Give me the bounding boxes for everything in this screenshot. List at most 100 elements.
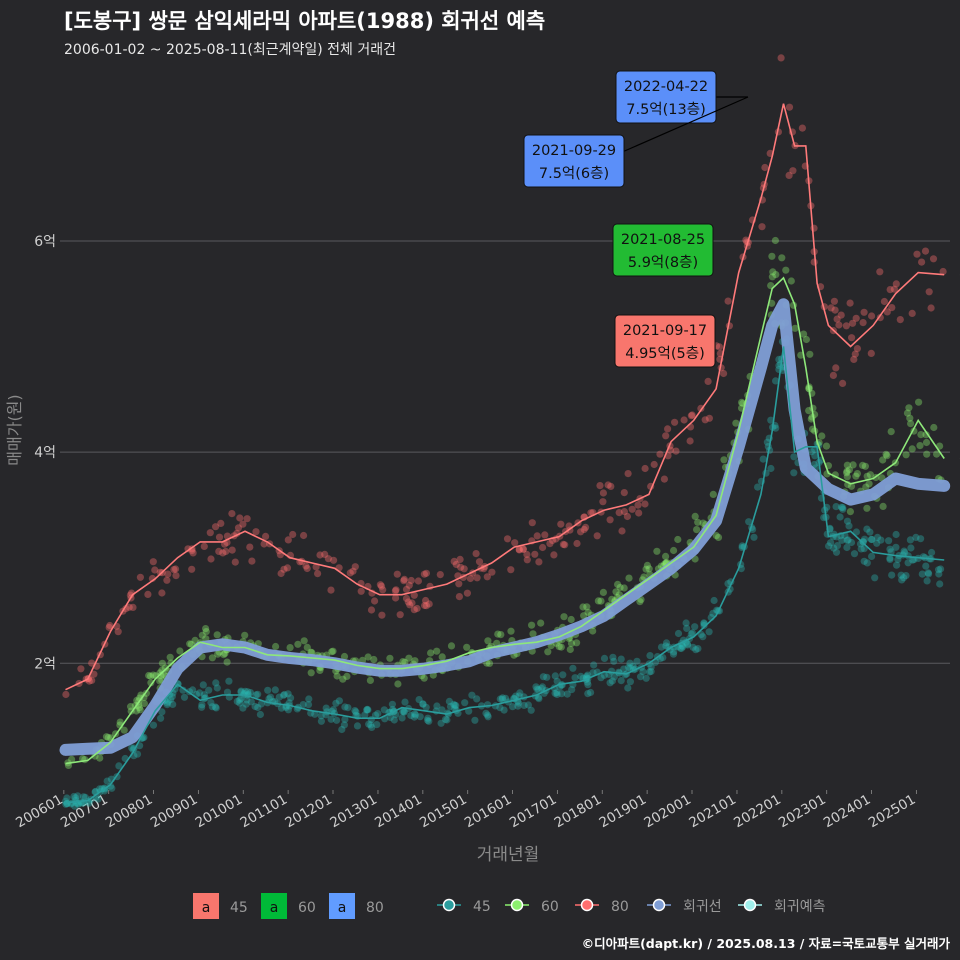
data-point-60: [662, 552, 670, 561]
data-point-45: [859, 538, 867, 546]
data-point-80: [789, 167, 797, 175]
data-point-60: [339, 675, 347, 683]
data-point-45: [353, 722, 362, 730]
data-point-45: [868, 552, 876, 561]
data-point-80: [892, 280, 900, 288]
data-point-60: [485, 659, 494, 668]
data-point-45: [451, 701, 459, 709]
data-point-45: [584, 681, 592, 689]
data-point-45: [827, 539, 835, 547]
data-point-45: [662, 642, 670, 650]
data-point-45: [115, 762, 123, 770]
legend-swatch-glyph: a: [202, 900, 211, 916]
data-point-45: [438, 706, 446, 714]
data-point-45: [589, 669, 597, 677]
data-point-45: [211, 703, 219, 711]
data-point-80: [839, 379, 847, 387]
data-point-45: [925, 570, 933, 578]
data-point-60: [161, 664, 169, 672]
data-point-80: [455, 580, 463, 588]
data-point-60: [286, 644, 294, 652]
x-tick-label: 201401: [372, 792, 425, 832]
data-point-60: [882, 450, 890, 458]
data-point-60: [220, 651, 228, 659]
data-point-80: [628, 505, 636, 513]
data-point-60: [307, 669, 315, 677]
data-point-80: [908, 309, 916, 317]
data-point-80: [172, 565, 180, 573]
data-point-45: [877, 536, 885, 544]
data-point-45: [683, 640, 692, 648]
data-point-80: [277, 569, 285, 578]
data-point-80: [511, 539, 519, 547]
data-point-80: [785, 103, 794, 111]
data-point-80: [635, 509, 643, 517]
data-point-45: [410, 713, 418, 721]
data-point-80: [785, 171, 793, 179]
data-point-60: [213, 631, 221, 639]
data-point-80: [810, 258, 818, 266]
data-point-45: [897, 571, 905, 579]
data-point-60: [329, 647, 337, 655]
data-point-80: [660, 475, 669, 483]
data-point-45: [327, 715, 335, 723]
data-point-60: [802, 335, 811, 344]
data-point-45: [899, 551, 907, 559]
data-point-45: [629, 662, 637, 670]
data-point-60: [861, 462, 870, 470]
data-point-60: [903, 409, 912, 417]
data-point-60: [333, 672, 341, 680]
data-point-80: [829, 371, 838, 379]
data-point-45: [867, 535, 876, 544]
data-point-45: [677, 644, 686, 653]
data-point-45: [912, 533, 920, 542]
data-point-45: [610, 673, 618, 681]
data-point-60: [643, 561, 652, 570]
data-point-60: [847, 482, 856, 490]
data-point-80: [867, 349, 875, 357]
data-point-80: [222, 547, 230, 556]
data-point-80: [392, 586, 400, 594]
data-point-80: [582, 523, 590, 532]
data-point-45: [441, 715, 450, 724]
data-point-45: [496, 704, 504, 712]
data-point-45: [871, 574, 879, 582]
data-point-80: [577, 528, 585, 536]
data-point-45: [422, 703, 430, 711]
data-point-60: [879, 502, 887, 510]
caption: ©디아파트(dapt.kr) / 2025.08.13 / 자료=국토교통부 실…: [582, 936, 951, 951]
data-point-80: [300, 531, 308, 540]
data-point-45: [94, 795, 102, 803]
data-point-60: [636, 598, 644, 606]
data-point-60: [822, 442, 831, 450]
data-point-80: [896, 316, 904, 324]
data-point-60: [902, 451, 910, 459]
data-point-45: [886, 555, 894, 564]
chart-subtitle: 2006-01-02 ~ 2025-08-11(최근계약일) 전체 거래건: [64, 42, 396, 58]
data-point-80: [231, 558, 239, 566]
data-point-80: [851, 350, 859, 358]
data-point-60: [879, 456, 887, 464]
data-point-80: [456, 555, 464, 564]
data-point-80: [604, 481, 612, 489]
data-point-45: [74, 800, 82, 808]
data-point-45: [830, 544, 838, 552]
data-point-80: [206, 529, 214, 537]
data-point-60: [463, 643, 471, 651]
data-point-80: [618, 527, 626, 535]
data-point-45: [338, 725, 346, 734]
data-point-60: [843, 467, 851, 475]
data-point-80: [573, 539, 581, 548]
data-point-45: [169, 700, 177, 709]
data-point-45: [100, 787, 109, 795]
data-point-80: [761, 163, 769, 172]
data-point-45: [700, 621, 708, 630]
data-point-80: [798, 124, 807, 132]
data-point-60: [156, 677, 164, 685]
data-point-45: [902, 572, 910, 580]
data-point-45: [482, 709, 490, 717]
data-point-45: [886, 545, 894, 553]
data-point-60: [906, 414, 914, 422]
data-point-45: [252, 691, 260, 699]
data-point-80: [466, 574, 474, 583]
